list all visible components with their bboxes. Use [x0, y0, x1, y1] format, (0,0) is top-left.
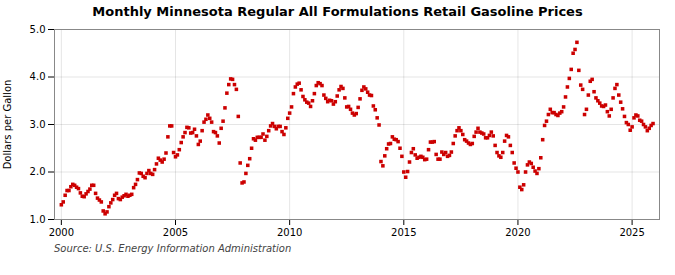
- svg-text:4.0: 4.0: [30, 71, 46, 82]
- svg-text:2020: 2020: [505, 227, 530, 238]
- svg-text:2015: 2015: [391, 227, 416, 238]
- svg-text:Dollars per Gallon: Dollars per Gallon: [2, 80, 13, 170]
- svg-text:1.0: 1.0: [30, 214, 46, 225]
- svg-text:2000: 2000: [49, 227, 74, 238]
- svg-text:3.0: 3.0: [30, 119, 46, 130]
- html-text:Monthly Minnesota Regular All: Monthly Minnesota Regular All Formulatio…: [92, 4, 583, 19]
- svg-text:2.0: 2.0: [30, 166, 46, 177]
- svg-text:2005: 2005: [163, 227, 188, 238]
- html-text:Source: U.S. Energy Informatio: Source: U.S. Energy Information Administ…: [54, 243, 292, 254]
- svg-text:2010: 2010: [277, 227, 302, 238]
- svg-text:5.0: 5.0: [30, 24, 46, 35]
- svg-text:2025: 2025: [619, 227, 644, 238]
